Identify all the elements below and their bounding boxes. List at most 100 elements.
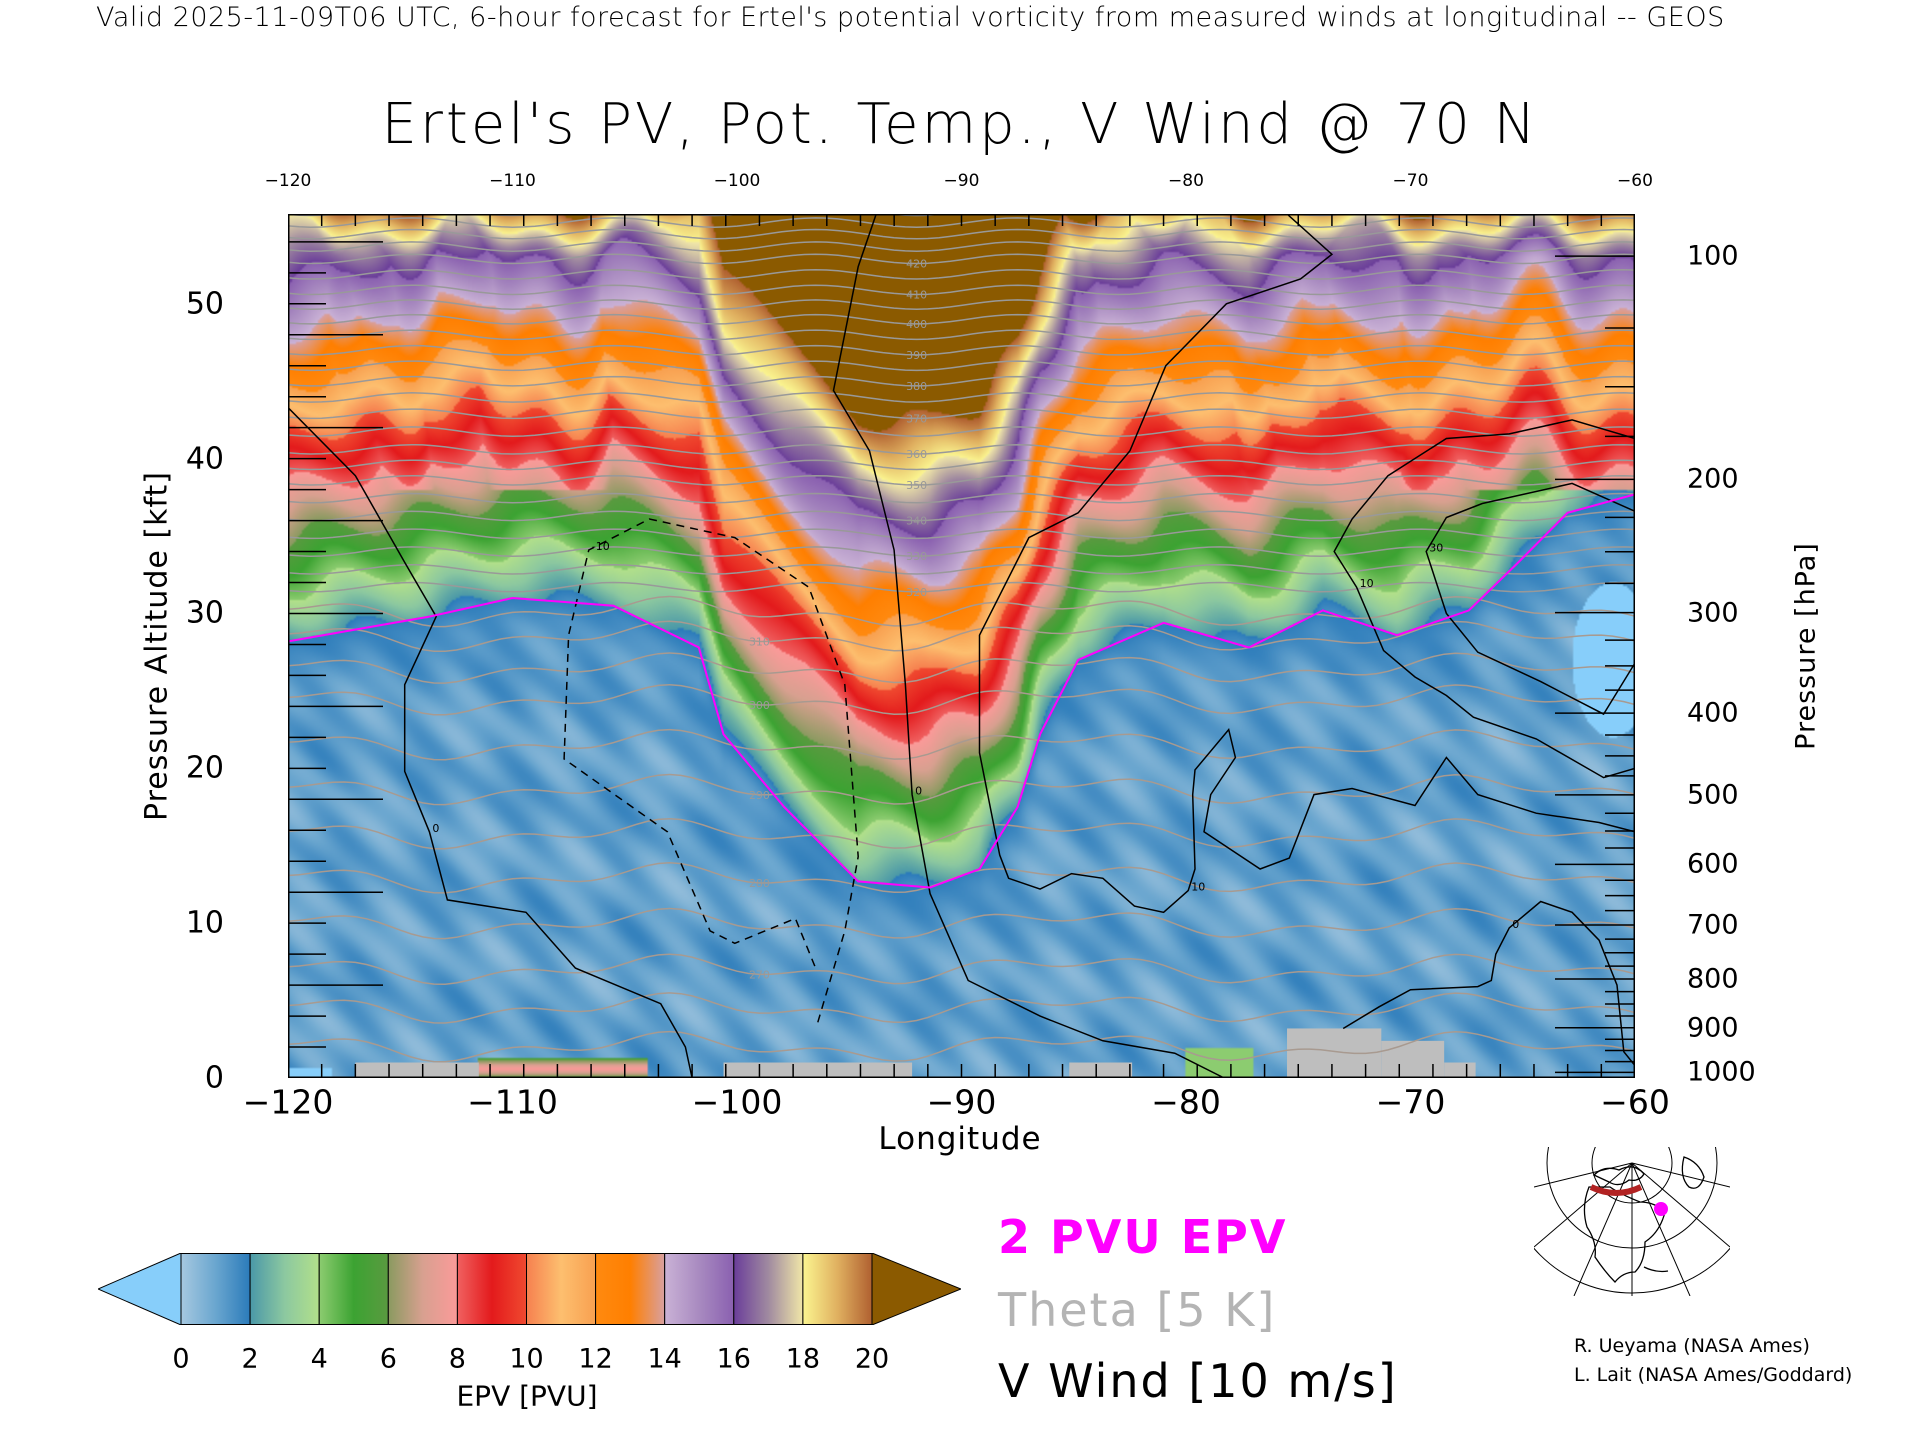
pressure-tick-label: 800 [1687, 963, 1739, 995]
colorbar-tick-label: 4 [310, 1343, 328, 1375]
theta-contour [288, 1030, 1635, 1063]
v-wind-contour [563, 518, 859, 1023]
map-graticule [1534, 1147, 1730, 1296]
colorbar-under-triangle [98, 1253, 182, 1325]
v-wind-contour [1333, 419, 1635, 779]
legend-theta: Theta [5 K] [998, 1283, 1277, 1337]
terrain-block [1444, 1062, 1476, 1078]
x-tick-label: −80 [1151, 1082, 1221, 1122]
top-tick-label: −90 [943, 171, 980, 191]
theta-contour [288, 426, 1635, 437]
theta-contour [288, 284, 1635, 296]
theta-label: 340 [906, 515, 927, 528]
colorbar-segment [249, 1253, 320, 1325]
colorbar-segment [456, 1253, 527, 1325]
theta-contour [288, 907, 1635, 940]
pressure-tick-label: 600 [1687, 848, 1739, 880]
v-wind-contour [832, 214, 1225, 1078]
theta-label: 360 [906, 448, 927, 461]
theta-contour [288, 992, 1635, 1024]
legend-epv: 2 PVU EPV [998, 1210, 1288, 1264]
terrain-block [1069, 1062, 1133, 1078]
theta-contour [288, 299, 1635, 310]
colorbar-tick-label: 12 [578, 1343, 613, 1375]
top-tick-label: −120 [264, 171, 312, 191]
x-tick-label: −90 [926, 1082, 997, 1122]
v-wind-contour [1342, 900, 1635, 1067]
theta-contour [288, 253, 1635, 265]
x-tick-label: −120 [242, 1082, 334, 1122]
theta-label: 310 [749, 635, 770, 648]
contour-overlay: 2702802903003103203303403503603703803904… [288, 214, 1635, 1078]
x-tick-label: −70 [1375, 1082, 1446, 1122]
v-wind-label: 30 [1429, 542, 1443, 555]
credit-line-2: L. Lait (NASA Ames/Goddard) [1574, 1364, 1853, 1386]
theta-contour [288, 408, 1635, 420]
pressure-tick-label: 100 [1687, 240, 1739, 272]
pressure-tick-label: 400 [1687, 697, 1739, 729]
colorbar [98, 1253, 961, 1325]
v-wind-label: 10 [1191, 881, 1205, 894]
colorbar-segment [526, 1253, 597, 1325]
theta-contour [288, 474, 1635, 486]
theta-label: 400 [906, 318, 927, 331]
theta-contour [288, 817, 1635, 850]
pv-heatmap [288, 214, 1635, 1078]
terrain-block [723, 1062, 913, 1078]
terrain-block [355, 1062, 479, 1078]
theta-label: 410 [906, 289, 927, 302]
colorbar-over-triangle [871, 1253, 961, 1325]
theta-contour [288, 581, 1635, 593]
colorbar-tick-label: 16 [716, 1343, 751, 1375]
theta-contour [288, 268, 1635, 280]
top-tick-label: −70 [1392, 171, 1429, 191]
theta-contour [288, 683, 1635, 716]
theta-contour [288, 546, 1635, 557]
theta-contour [288, 773, 1635, 806]
colorbar-tick-label: 2 [241, 1343, 259, 1375]
y-tick-label: 20 [185, 750, 224, 786]
locator-map [1534, 1147, 1730, 1296]
terrain-block [1381, 1040, 1445, 1078]
colorbar-tick-label: 20 [854, 1343, 890, 1375]
theta-label: 350 [906, 479, 927, 492]
theta-label: 370 [906, 412, 927, 425]
theta-contour [288, 443, 1635, 455]
theta-contour [288, 595, 1635, 628]
colorbar-tick-label: 6 [379, 1343, 397, 1375]
theta-contour [288, 862, 1635, 894]
theta-label: 390 [906, 349, 927, 362]
theta-contour [288, 652, 1635, 684]
plot-frame [288, 214, 1635, 1078]
pressure-tick-label: 200 [1687, 463, 1739, 495]
theta-contour [288, 492, 1635, 504]
y-axis-right-title: Pressure [hPa] [1790, 542, 1822, 750]
colorbar-tick-label: 10 [509, 1343, 544, 1375]
theta-contour [288, 563, 1635, 575]
theta-label: 300 [749, 699, 770, 712]
x-tick-label: −60 [1600, 1082, 1670, 1122]
pressure-tick-label: 900 [1687, 1012, 1739, 1044]
top-tick-label: −100 [713, 171, 761, 191]
colorbar-tick-label: 18 [785, 1343, 821, 1375]
colorbar-title: EPV [PVU] [456, 1379, 598, 1413]
v-wind-label: 0 [1512, 918, 1519, 931]
x-tick-label: −110 [467, 1082, 558, 1122]
y-tick-label: 30 [185, 595, 224, 631]
theta-label: 380 [906, 380, 927, 393]
colorbar-tick-label: 8 [448, 1343, 466, 1375]
pressure-tick-label: 700 [1687, 909, 1739, 941]
plot-area: 270 280 290 300 310 320 330 340 350 360 370 380 390 4… [288, 214, 1635, 1078]
pressure-tick-label: 300 [1687, 597, 1739, 629]
colorbar-segment [180, 1253, 251, 1325]
location-marker [1654, 1202, 1668, 1216]
pv-2pvu-contour [288, 493, 1635, 889]
y-tick-label: 0 [204, 1060, 224, 1096]
v-wind-contour [1425, 482, 1635, 716]
top-tick-label: −110 [489, 171, 536, 191]
theta-label: 320 [906, 586, 927, 599]
theta-contour [288, 313, 1635, 325]
v-wind-label: 0 [432, 822, 439, 835]
top-tick-label: −80 [1168, 171, 1204, 191]
pressure-tick-label: 500 [1687, 779, 1739, 811]
